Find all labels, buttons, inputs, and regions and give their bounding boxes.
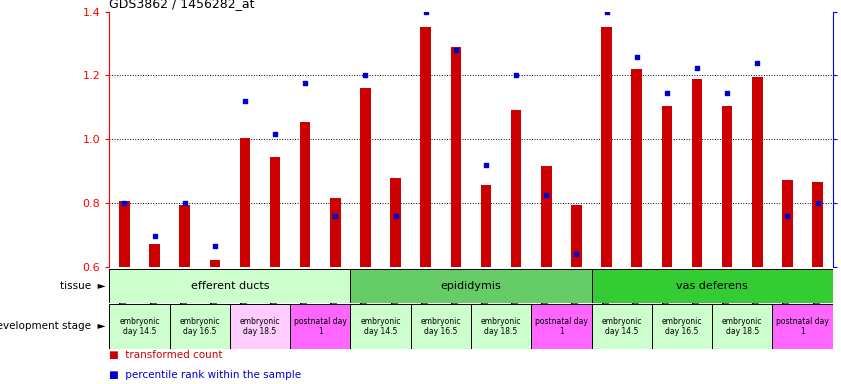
Bar bbox=[772, 304, 833, 349]
Text: ■  percentile rank within the sample: ■ percentile rank within the sample bbox=[109, 370, 301, 381]
Bar bbox=[149, 244, 160, 267]
Bar bbox=[360, 88, 371, 267]
Bar bbox=[179, 205, 190, 267]
Bar bbox=[209, 260, 220, 267]
Bar bbox=[351, 270, 591, 303]
Bar bbox=[230, 304, 290, 349]
Text: ■  transformed count: ■ transformed count bbox=[109, 349, 223, 360]
Bar bbox=[541, 166, 552, 267]
Text: embryonic
day 18.5: embryonic day 18.5 bbox=[481, 317, 521, 336]
Bar bbox=[510, 111, 521, 267]
Bar bbox=[240, 137, 251, 267]
Bar bbox=[601, 28, 612, 267]
Bar bbox=[119, 201, 130, 267]
Point bbox=[449, 47, 463, 53]
Text: vas deferens: vas deferens bbox=[676, 281, 748, 291]
Point bbox=[721, 90, 734, 96]
Text: embryonic
day 14.5: embryonic day 14.5 bbox=[601, 317, 642, 336]
Text: embryonic
day 14.5: embryonic day 14.5 bbox=[360, 317, 401, 336]
Text: embryonic
day 16.5: embryonic day 16.5 bbox=[179, 317, 220, 336]
Bar bbox=[532, 304, 591, 349]
Bar bbox=[782, 180, 793, 267]
Point bbox=[389, 213, 402, 219]
Text: postnatal day
1: postnatal day 1 bbox=[535, 317, 588, 336]
Point bbox=[690, 65, 704, 71]
Bar bbox=[390, 177, 401, 267]
Bar bbox=[290, 304, 351, 349]
Point bbox=[118, 200, 131, 206]
Text: embryonic
day 18.5: embryonic day 18.5 bbox=[722, 317, 763, 336]
Bar bbox=[270, 157, 280, 267]
Text: embryonic
day 16.5: embryonic day 16.5 bbox=[662, 317, 702, 336]
Point bbox=[510, 72, 523, 78]
Bar bbox=[109, 270, 351, 303]
Point bbox=[238, 98, 251, 104]
Text: efferent ducts: efferent ducts bbox=[191, 281, 269, 291]
Bar bbox=[351, 304, 410, 349]
Point bbox=[419, 8, 432, 15]
Bar bbox=[481, 185, 491, 267]
Text: embryonic
day 16.5: embryonic day 16.5 bbox=[420, 317, 461, 336]
Point bbox=[208, 243, 221, 250]
Bar bbox=[652, 304, 712, 349]
Text: embryonic
day 18.5: embryonic day 18.5 bbox=[240, 317, 280, 336]
Text: tissue  ►: tissue ► bbox=[60, 281, 105, 291]
Point bbox=[359, 72, 373, 78]
Text: embryonic
day 14.5: embryonic day 14.5 bbox=[119, 317, 160, 336]
Text: postnatal day
1: postnatal day 1 bbox=[294, 317, 346, 336]
Point bbox=[811, 200, 824, 206]
Text: postnatal day
1: postnatal day 1 bbox=[776, 317, 829, 336]
Bar bbox=[451, 46, 461, 267]
Point bbox=[148, 233, 161, 239]
Point bbox=[569, 251, 583, 257]
Text: GDS3862 / 1456282_at: GDS3862 / 1456282_at bbox=[109, 0, 255, 10]
Bar bbox=[109, 304, 170, 349]
Point bbox=[178, 200, 192, 206]
Point bbox=[479, 162, 493, 168]
Point bbox=[329, 213, 342, 219]
Bar bbox=[591, 270, 833, 303]
Bar bbox=[591, 304, 652, 349]
Point bbox=[268, 131, 282, 137]
Text: development stage  ►: development stage ► bbox=[0, 321, 105, 331]
Bar bbox=[712, 304, 772, 349]
Bar bbox=[471, 304, 532, 349]
Bar bbox=[420, 28, 431, 267]
Bar bbox=[170, 304, 230, 349]
Bar bbox=[752, 77, 763, 267]
Bar bbox=[300, 122, 310, 267]
Point bbox=[660, 90, 674, 96]
Bar bbox=[662, 106, 672, 267]
Bar bbox=[722, 106, 733, 267]
Bar bbox=[691, 79, 702, 267]
Point bbox=[750, 60, 764, 66]
Point bbox=[540, 192, 553, 199]
Text: epididymis: epididymis bbox=[441, 281, 501, 291]
Point bbox=[630, 55, 643, 61]
Point bbox=[600, 8, 613, 15]
Point bbox=[299, 80, 312, 86]
Bar bbox=[571, 205, 582, 267]
Bar bbox=[330, 198, 341, 267]
Bar bbox=[812, 182, 822, 267]
Bar bbox=[410, 304, 471, 349]
Bar bbox=[632, 69, 642, 267]
Point bbox=[780, 213, 794, 219]
